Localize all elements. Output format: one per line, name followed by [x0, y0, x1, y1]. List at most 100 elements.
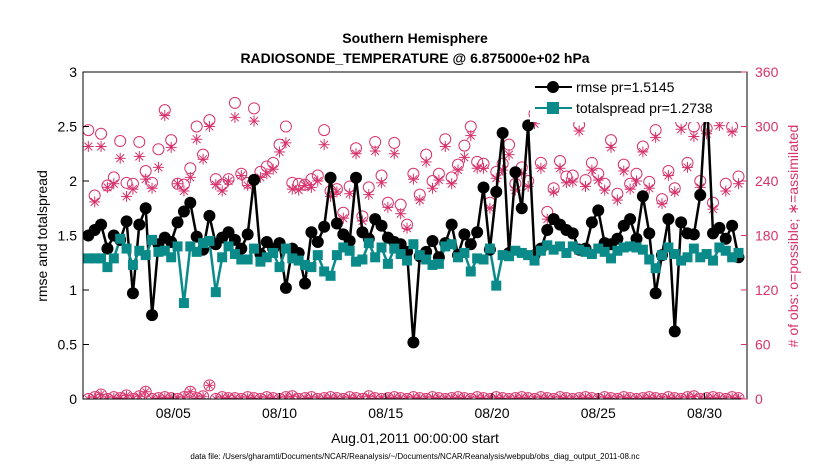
obs-assimilated-point [720, 185, 732, 197]
rmse-point [299, 277, 312, 290]
spread-point [140, 250, 151, 261]
spread-point [172, 241, 183, 252]
rmse-point [445, 218, 458, 231]
obs-assimilated-point [656, 198, 668, 210]
obs-assimilated-point [452, 164, 464, 176]
obs-assimilated-point [689, 391, 699, 399]
spread-point [669, 249, 680, 260]
obs-possible-bottom-point [254, 393, 267, 399]
spread-point [631, 242, 642, 253]
obs-possible-bottom-point [528, 393, 541, 399]
obs-assimilated-point [567, 176, 579, 188]
spread-point [389, 243, 400, 254]
obs-assimilated-point [407, 173, 419, 185]
obs-assimilated-point [147, 394, 157, 399]
spread-point [351, 256, 362, 267]
obs-assimilated-point [478, 162, 490, 174]
obs-possible-bottom-point [375, 393, 388, 399]
spread-point [708, 255, 719, 266]
obs-assimilated-point [682, 161, 694, 173]
obs-assimilated-point [675, 123, 687, 135]
obs-assimilated-point [299, 180, 311, 192]
spread-point [382, 258, 393, 269]
obs-assimilated-point [484, 202, 496, 214]
obs-assimilated-point [632, 394, 642, 399]
obs-assimilated-point [293, 184, 305, 196]
rmse-point [477, 181, 490, 194]
obs-assimilated-point [395, 208, 407, 220]
spread-point [542, 240, 553, 251]
spread-point [191, 246, 202, 257]
obs-possible-bottom-point [337, 393, 350, 399]
spread-point [159, 245, 170, 256]
obs-possible-bottom-point [286, 390, 299, 399]
obs-possible-bottom-point [483, 393, 496, 399]
legend-spread-marker [547, 102, 559, 114]
spread-point [727, 252, 738, 263]
obs-possible-bottom-point [83, 393, 95, 399]
y-right-tick-label: 60 [755, 337, 771, 353]
spread-point [300, 259, 311, 270]
obs-assimilated-point [274, 146, 286, 158]
obs-assimilated-point [401, 222, 413, 234]
x-axis-label: Aug.01,2011 00:00:00 start [331, 430, 499, 446]
rmse-point [675, 216, 688, 229]
y-left-tick-label: 1.5 [58, 228, 78, 244]
legend-spread-label: totalspread pr=1.2738 [576, 100, 713, 116]
obs-possible-point [83, 124, 95, 137]
rmse-point [719, 232, 732, 245]
obs-assimilated-point [377, 394, 387, 399]
spread-point [523, 250, 534, 261]
x-tick-label: 08/15 [368, 405, 403, 421]
rmse-point [624, 213, 637, 226]
obs-possible-bottom-point [305, 391, 318, 399]
obs-assimilated-point [440, 394, 450, 399]
spread-point [599, 246, 610, 257]
obs-assimilated-point [165, 141, 177, 153]
spread-point [510, 245, 521, 256]
spread-point [567, 241, 578, 252]
rmse-point [318, 220, 331, 233]
rmse-point [375, 219, 388, 232]
obs-assimilated-point [624, 183, 636, 195]
rmse-point [120, 215, 133, 228]
obs-possible-bottom-point [235, 393, 248, 399]
obs-possible-point [95, 127, 108, 140]
spread-point [108, 253, 119, 264]
obs-possible-point [120, 176, 133, 189]
obs-assimilated-point [388, 148, 400, 160]
rmse-point [95, 218, 108, 231]
obs-assimilated-point [382, 201, 394, 213]
spread-point [465, 266, 476, 277]
spread-point [433, 258, 444, 269]
obs-assimilated-point [127, 183, 139, 195]
spread-point [580, 246, 591, 257]
obs-assimilated-point [638, 393, 648, 399]
spread-point [210, 287, 221, 298]
obs-assimilated-point [223, 175, 235, 187]
obs-assimilated-point [427, 182, 439, 194]
spread-point [83, 253, 94, 264]
spread-point [325, 270, 336, 281]
footnote: data file: /Users/gharamti/Documents/NCA… [190, 452, 639, 461]
obs-assimilated-point [465, 130, 477, 142]
rmse-point [350, 171, 363, 184]
obs-assimilated-point [96, 389, 106, 399]
y-right-tick-label: 180 [755, 228, 779, 244]
obs-assimilated-point [203, 121, 215, 132]
obs-assimilated-point [683, 392, 693, 399]
obs-possible-bottom-point [362, 390, 375, 399]
obs-assimilated-point [637, 146, 649, 158]
obs-possible-bottom-point [190, 392, 203, 399]
chart-subtitle: RADIOSONDE_TEMPERATURE @ 6.875000e+02 hP… [240, 50, 589, 66]
x-tick-label: 08/20 [475, 405, 510, 421]
obs-assimilated-point [357, 394, 367, 399]
obs-assimilated-point [185, 387, 195, 397]
rmse-point [611, 232, 624, 245]
spread-point [204, 235, 215, 246]
obs-assimilated-point [191, 133, 203, 145]
rmse-point [101, 242, 114, 255]
obs-assimilated-point [439, 140, 451, 152]
spread-point [261, 252, 272, 263]
x-tick-label: 08/25 [581, 405, 616, 421]
